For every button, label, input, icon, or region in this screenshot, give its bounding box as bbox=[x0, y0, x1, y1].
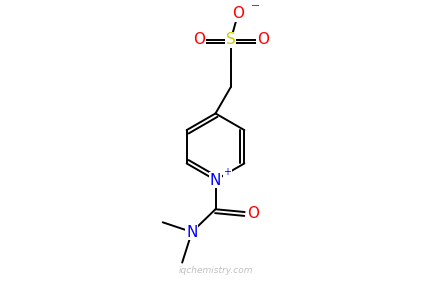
Text: N: N bbox=[186, 224, 197, 240]
Text: O: O bbox=[246, 206, 258, 221]
Text: O: O bbox=[256, 32, 268, 47]
Text: N: N bbox=[209, 172, 221, 188]
Text: +: + bbox=[223, 167, 230, 177]
Text: O: O bbox=[231, 6, 243, 21]
Text: S: S bbox=[225, 32, 235, 47]
Text: O: O bbox=[192, 32, 204, 47]
Text: −: − bbox=[251, 1, 260, 11]
Text: iqchemistry.com: iqchemistry.com bbox=[178, 266, 252, 275]
